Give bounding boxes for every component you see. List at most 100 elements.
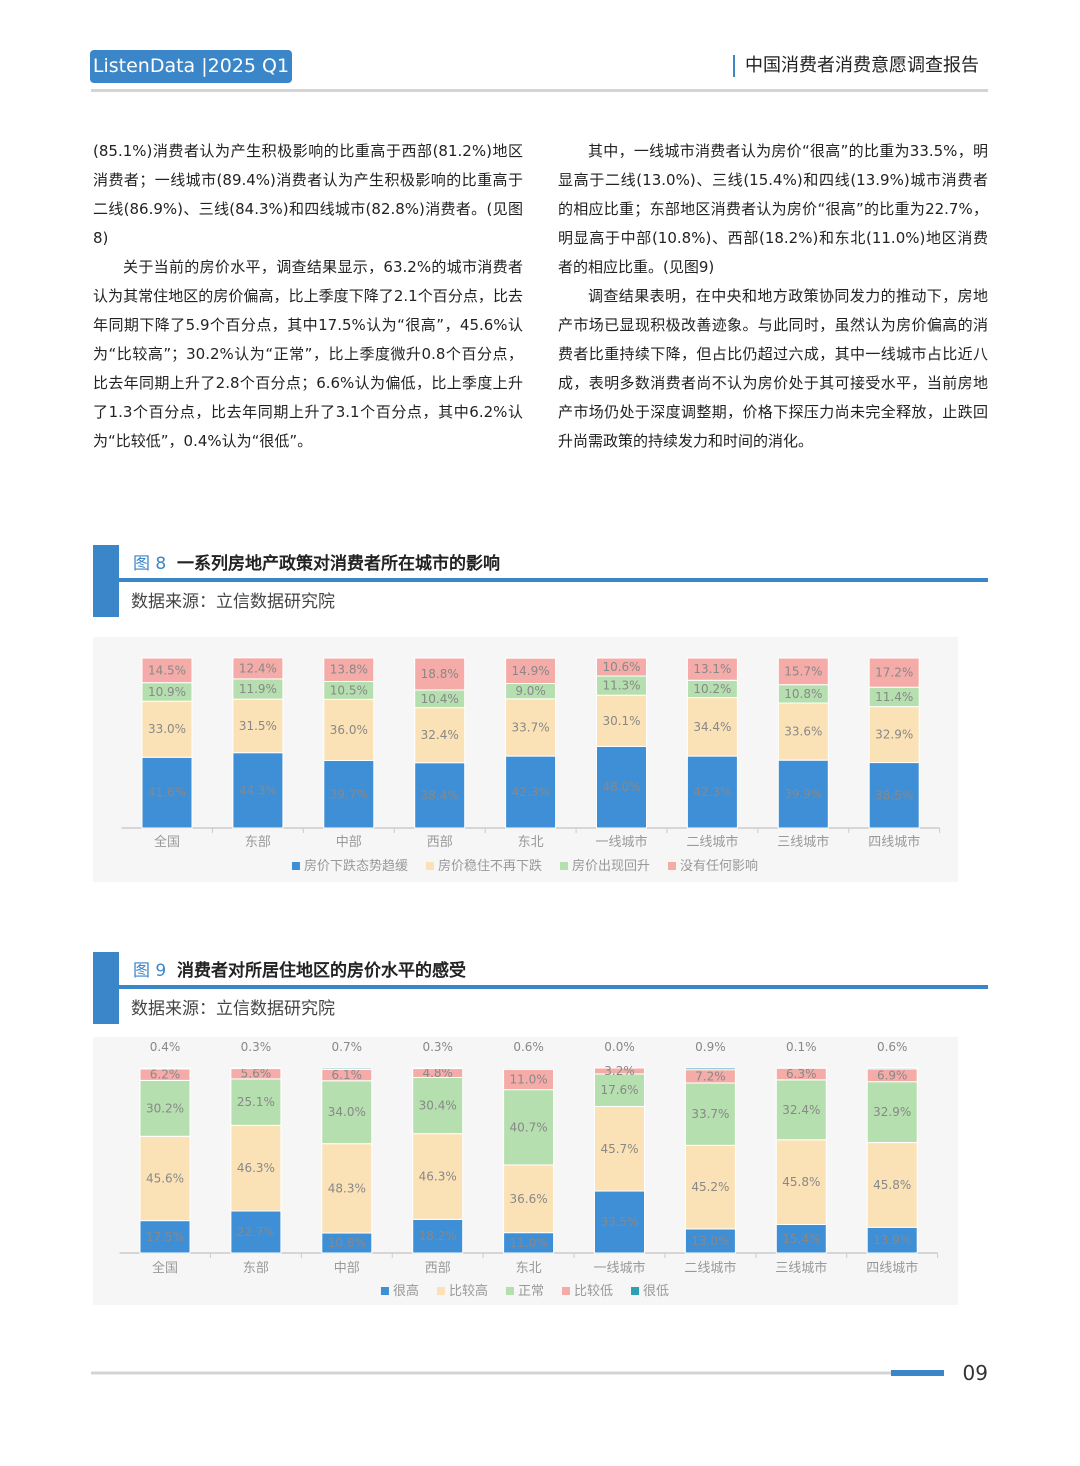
bar-segment <box>414 762 466 829</box>
bar-segment <box>230 1078 282 1126</box>
bar-segment <box>139 1135 191 1222</box>
bar-segment <box>323 657 375 682</box>
figure-title: 一系列房地产政策对消费者所在城市的影响 <box>177 553 500 574</box>
data-label: 48.3% <box>328 1181 366 1195</box>
bar-segment <box>503 1067 555 1070</box>
bar-segment <box>503 1089 555 1166</box>
bar-segment <box>232 657 284 680</box>
data-label: 10.2% <box>693 682 731 696</box>
legend-swatch <box>668 862 677 870</box>
legend-label: 比较高 <box>449 1283 488 1299</box>
data-label: 6.1% <box>332 1068 363 1082</box>
bar-segment <box>230 1124 282 1212</box>
data-label: 10.6% <box>602 660 640 674</box>
data-label: 40.7% <box>510 1120 548 1134</box>
legend-label: 房价下跌态势趋缓 <box>304 858 408 874</box>
paragraph: 调查结果表明，在中央和地方政策协同发力的推动下，房地产市场已显现积极改善迹象。与… <box>558 287 988 450</box>
data-label: 15.4% <box>782 1232 820 1246</box>
bar-segment <box>232 752 284 829</box>
data-label: 0.3% <box>241 1040 272 1054</box>
data-label: 38.5% <box>875 788 913 802</box>
bar-segment <box>323 760 375 829</box>
bar-segment <box>777 657 829 686</box>
data-label: 3.2% <box>604 1064 635 1078</box>
data-label: 0.1% <box>786 1040 817 1054</box>
bar-segment <box>684 1082 736 1146</box>
data-label: 45.7% <box>600 1142 638 1156</box>
legend-label: 房价出现回升 <box>572 858 650 874</box>
data-label: 13.9% <box>873 1233 911 1247</box>
x-tick-label: 中部 <box>334 1261 360 1276</box>
data-label: 14.9% <box>512 664 550 678</box>
data-label: 30.4% <box>419 1099 457 1113</box>
legend-swatch <box>560 862 568 870</box>
data-label: 36.6% <box>510 1192 548 1206</box>
data-label: 0.0% <box>604 1040 635 1054</box>
data-label: 33.7% <box>512 720 550 734</box>
data-label: 10.5% <box>330 683 368 697</box>
legend-swatch <box>562 1287 571 1295</box>
data-label: 0.6% <box>877 1040 908 1054</box>
data-label: 22.7% <box>237 1225 275 1239</box>
bar-segment <box>777 702 829 761</box>
data-label: 14.5% <box>148 663 186 677</box>
data-label: 6.2% <box>150 1068 181 1082</box>
bar-segment <box>684 1067 736 1071</box>
data-label: 33.0% <box>148 722 186 736</box>
bar-segment <box>414 657 466 691</box>
bar-segment <box>505 755 557 829</box>
data-label: 17.6% <box>600 1083 638 1097</box>
data-label: 11.3% <box>602 679 640 693</box>
data-label: 45.6% <box>146 1171 184 1185</box>
data-label: 31.5% <box>239 719 277 733</box>
data-label: 11.4% <box>875 690 913 704</box>
bar-segment <box>866 1226 918 1254</box>
text-column: 其中，一线城市消费者认为房价“很高”的比重为33.5%，明显高于二线(13.0%… <box>558 137 988 456</box>
report-badge: ListenData |2025 Q1 <box>90 50 292 83</box>
data-label: 15.7% <box>784 664 822 678</box>
bar-segment <box>596 745 647 829</box>
data-label: 5.6% <box>241 1067 272 1081</box>
data-label: 12.4% <box>239 661 277 675</box>
text-column: (85.1%)消费者认为产生积极影响的比重高于西部(81.2%)地区消费者；一线… <box>93 137 523 456</box>
bar-segment <box>323 698 375 762</box>
data-label: 45.8% <box>782 1175 820 1189</box>
header-rule <box>91 89 988 92</box>
data-label: 33.7% <box>691 1107 729 1121</box>
legend-swatch <box>291 862 300 870</box>
data-label: 36.0% <box>330 723 368 737</box>
figure-marker <box>93 545 119 617</box>
legend-label: 比较低 <box>574 1284 613 1299</box>
bar-segment <box>775 1079 827 1141</box>
legend-swatch <box>631 1287 640 1295</box>
figure-marker <box>93 952 119 1024</box>
data-label: 48.0% <box>602 780 640 794</box>
data-label: 7.2% <box>695 1069 726 1083</box>
figure-label: 图 9 <box>133 961 166 981</box>
legend-label: 很低 <box>643 1284 669 1299</box>
bar-segment <box>686 657 738 681</box>
data-label: 33.5% <box>600 1215 638 1229</box>
bar-segment <box>139 1067 191 1070</box>
data-label: 4.8% <box>422 1066 453 1080</box>
data-label: 42.3% <box>512 785 550 799</box>
bar-segment <box>321 1067 373 1070</box>
x-tick-label: 四线城市 <box>866 1260 918 1276</box>
data-label: 44.3% <box>239 783 277 797</box>
paragraph: 关于当前的房价水平，调查结果显示，63.2%的城市消费者认为其常住地区的房价偏高… <box>93 258 523 450</box>
data-label: 30.1% <box>602 714 640 728</box>
paragraph: 其中，一线城市消费者认为房价“很高”的比重为33.5%，明显高于二线(13.0%… <box>558 142 988 276</box>
bar-segment <box>686 755 738 829</box>
figure-title: 消费者对所居住地区的房价水平的感受 <box>177 960 466 981</box>
bar-segment <box>594 1190 645 1254</box>
data-label: 11.0% <box>510 1072 548 1086</box>
x-tick-label: 四线城市 <box>868 834 920 850</box>
figure-source: 数据来源：立信数据研究院 <box>131 999 335 1019</box>
data-label: 34.4% <box>693 720 731 734</box>
bar-segment <box>866 1067 918 1070</box>
bar-segment <box>594 1067 645 1075</box>
legend-swatch <box>436 1287 445 1295</box>
data-label: 11.9% <box>239 682 277 696</box>
data-label: 18.2% <box>419 1229 457 1243</box>
